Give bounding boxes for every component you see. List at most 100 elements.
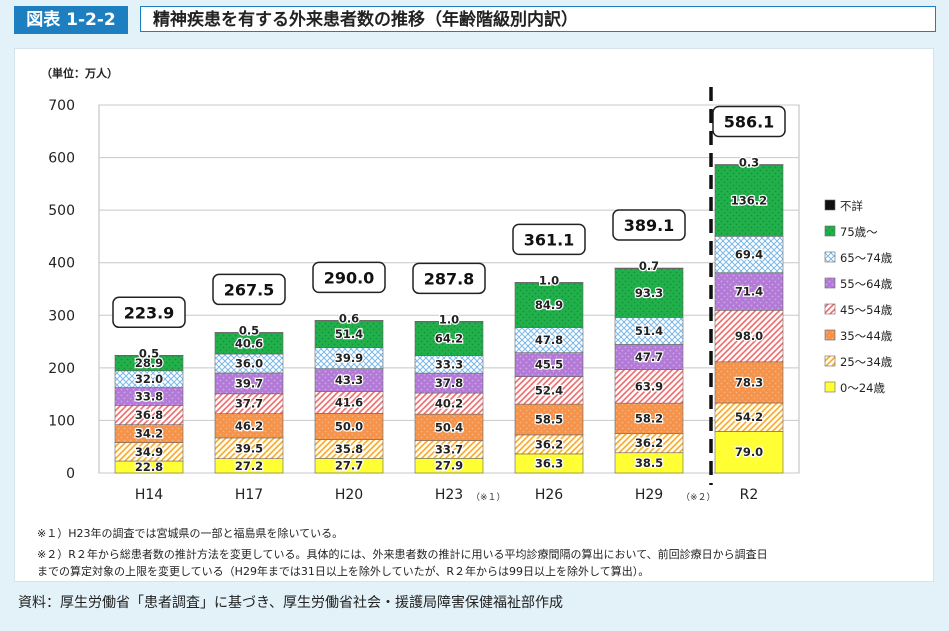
value-label-45-54: 41.6 — [335, 395, 363, 409]
figure-header: 図表 1-2-2 精神疾患を有する外来患者数の推移（年齢階級別内訳） — [0, 0, 949, 40]
value-label-25-34: 54.2 — [735, 410, 763, 424]
x-tick-label: H29 — [635, 487, 663, 503]
value-label-65-74: 39.9 — [335, 351, 363, 365]
value-label-unknown: 0.5 — [239, 323, 259, 337]
value-label-55-64: 33.8 — [135, 389, 163, 403]
bar-segment-45-54 — [514, 376, 584, 405]
value-label-75+: 51.4 — [335, 327, 363, 341]
value-label-unknown: 0.7 — [639, 259, 659, 273]
value-label-35-44: 46.2 — [235, 419, 263, 433]
bar-segment-25-34 — [714, 402, 784, 432]
value-label-45-54: 40.2 — [435, 397, 463, 411]
value-label-45-54: 98.0 — [735, 329, 763, 343]
footnote-mark-r2: （※２） — [681, 492, 716, 503]
y-tick-label: 400 — [48, 256, 75, 272]
x-tick-label: H20 — [335, 487, 363, 503]
value-label-65-74: 33.3 — [435, 357, 463, 371]
value-label-75+: 64.2 — [435, 332, 463, 346]
y-tick-label: 200 — [48, 361, 75, 377]
legend-label-25-34: 25〜34歳 — [840, 355, 893, 369]
value-label-75+: 93.3 — [635, 286, 663, 300]
bar-segment-35-44 — [314, 413, 384, 440]
value-label-unknown: 1.0 — [439, 312, 459, 326]
value-label-75+: 136.2 — [731, 193, 767, 207]
total-value: 267.5 — [224, 280, 275, 299]
chart-panel: （単位：万人） 0 100 200 300 400 500 600 700 22.8 34.9 3… — [14, 48, 934, 582]
bar-segment-unknown — [114, 354, 184, 357]
value-label-0-24: 38.5 — [635, 456, 663, 470]
legend-label-35-44: 35〜44歳 — [840, 329, 893, 343]
value-label-0-24: 36.3 — [535, 456, 563, 470]
value-label-unknown: 1.0 — [539, 273, 559, 287]
bar-stack-H26: 36.3 36.2 58.5 52.4 45.5 47.8 84.9 1.0 — [514, 272, 584, 474]
value-label-75+: 84.9 — [535, 298, 563, 312]
legend-swatch-65-74 — [824, 251, 836, 263]
total-box — [512, 223, 586, 256]
bar-stack-H17: 27.2 39.5 46.2 37.7 39.7 36.0 40.60.5 — [214, 322, 284, 474]
value-label-0-24: 27.2 — [235, 459, 263, 473]
unit-label: （単位：万人） — [41, 66, 118, 80]
x-axis: H14 H17 H20 H23 H26 H29 R2 — [135, 487, 758, 503]
total-box — [412, 262, 486, 295]
legend-swatch-55-64 — [824, 277, 836, 289]
value-label-35-44: 50.4 — [435, 420, 463, 434]
value-label-35-44: 58.2 — [635, 411, 663, 425]
legend-swatch-unknown — [824, 199, 836, 211]
note-1: ※１）H23年の調査では宮城県の一部と福島県を除いている。 — [37, 527, 344, 540]
y-tick-label: 100 — [48, 413, 75, 429]
value-label-65-74: 32.0 — [135, 372, 163, 386]
figure-title: 精神疾患を有する外来患者数の推移（年齢階級別内訳） — [140, 6, 936, 32]
value-label-0-24: 79.0 — [735, 445, 763, 459]
value-label-35-44: 78.3 — [735, 375, 763, 389]
total-value: 290.0 — [324, 268, 375, 287]
bar-stack-H20: 27.7 35.8 50.0 41.6 43.3 39.9 51.4 0.6 — [314, 310, 384, 474]
note-2-line-2: までの算定対象の上限を変更している（H29年までは31日以上を除外していたが、R… — [37, 565, 650, 578]
total-value: 287.8 — [424, 269, 475, 288]
legend-label-75+: 75歳〜 — [840, 225, 878, 239]
value-label-45-54: 36.8 — [135, 408, 163, 422]
total-box — [112, 296, 186, 329]
bar-stack-R2: 79.0 54.2 78.3 98.0 71.4 69.4 136.2 0.3 — [714, 154, 784, 474]
value-label-35-44: 34.2 — [135, 427, 163, 441]
legend-swatch-25-34 — [824, 355, 836, 367]
value-label-65-74: 47.8 — [535, 333, 563, 347]
value-label-unknown: 0.6 — [339, 311, 359, 325]
value-label-45-54: 37.7 — [235, 397, 263, 411]
bar-stack-H29: 38.5 36.2 58.2 63.9 47.7 51.4 93.3 0.7 — [614, 258, 684, 474]
value-label-55-64: 39.7 — [235, 376, 263, 390]
value-label-75+: 28.9 — [135, 356, 163, 370]
stacked-bar-chart: （単位：万人） 0 100 200 300 400 500 600 700 22.834.9 3… — [41, 66, 893, 503]
total-box — [212, 273, 286, 306]
bar-stack-H14: 22.834.9 34.2 36.8 33.8 32.0 28.90.5 — [114, 345, 184, 475]
value-label-25-34: 35.8 — [335, 442, 363, 456]
legend-label-65-74: 65〜74歳 — [840, 251, 893, 265]
total-value: 586.1 — [724, 113, 775, 132]
value-label-25-34: 36.2 — [535, 437, 563, 451]
bar-segment-unknown — [314, 320, 384, 322]
footnote-mark-h23: （※１） — [471, 492, 506, 503]
total-value: 361.1 — [524, 230, 575, 249]
y-tick-label: 600 — [48, 151, 75, 167]
x-tick-label: H17 — [235, 487, 263, 503]
value-label-55-64: 43.3 — [335, 373, 363, 387]
bar-segment-unknown — [414, 321, 484, 323]
bar-segment-75+ — [714, 164, 784, 237]
value-label-25-34: 33.7 — [435, 442, 463, 456]
x-tick-label: H23 — [435, 487, 463, 503]
value-label-25-34: 39.5 — [235, 441, 263, 455]
bar-segment-0-24 — [714, 431, 784, 474]
value-label-55-64: 47.7 — [635, 350, 663, 364]
bar-segment-75+ — [614, 268, 684, 318]
value-label-55-64: 45.5 — [535, 358, 563, 372]
value-label-25-34: 34.9 — [135, 445, 163, 459]
chart-bars: 22.834.934.236.833.832.028.90.527.239.54… — [114, 154, 784, 475]
value-label-55-64: 71.4 — [735, 285, 763, 299]
total-box — [712, 105, 786, 138]
value-label-unknown: 0.5 — [139, 346, 159, 360]
value-label-35-44: 58.5 — [535, 413, 563, 427]
bar-segment-65-74 — [614, 317, 684, 345]
value-label-65-74: 51.4 — [635, 324, 663, 338]
total-value: 389.1 — [624, 216, 675, 235]
y-tick-label: 300 — [48, 308, 75, 324]
value-label-65-74: 69.4 — [735, 248, 763, 262]
